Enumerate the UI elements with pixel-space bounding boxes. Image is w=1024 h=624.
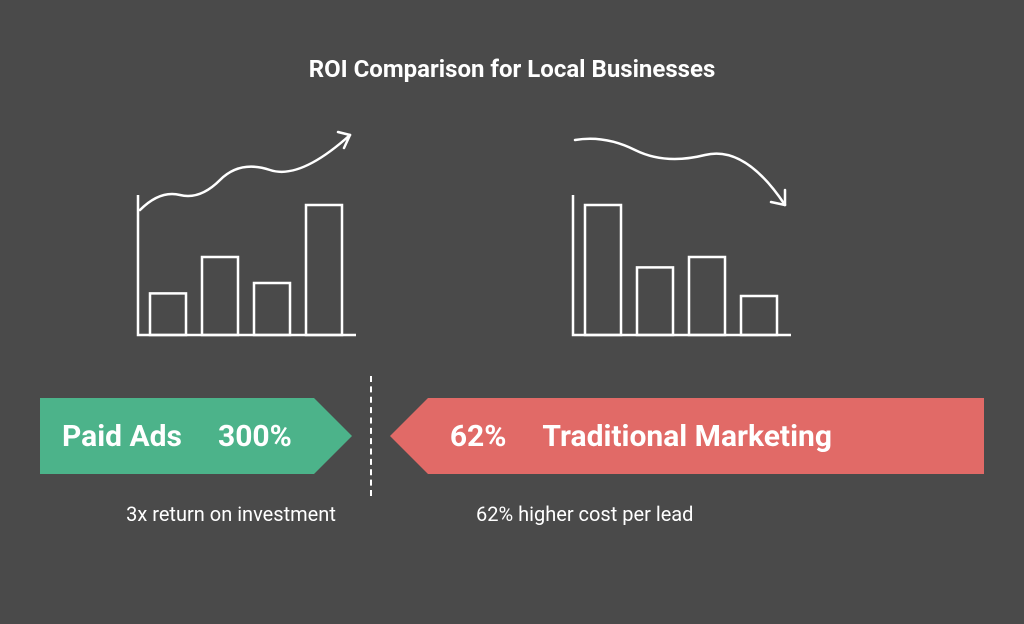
- right-caption: 62% higher cost per lead: [402, 502, 984, 526]
- bar-chart-up-icon: [120, 130, 380, 350]
- caption-row: 3x return on investment 62% higher cost …: [40, 502, 984, 526]
- right-arrow: 62% Traditional Marketing: [390, 398, 984, 474]
- left-arrow-label: Paid Ads: [62, 419, 182, 454]
- left-chart: [120, 130, 380, 350]
- right-arrow-label: Traditional Marketing: [542, 419, 832, 454]
- bar-chart-down-icon: [555, 130, 815, 350]
- arrow-right-head-icon: [314, 398, 352, 474]
- left-caption: 3x return on investment: [40, 502, 402, 526]
- center-divider: [370, 376, 372, 496]
- arrow-left-head-icon: [390, 398, 428, 474]
- left-arrow: Paid Ads 300%: [40, 398, 352, 474]
- right-chart: [555, 130, 815, 350]
- page-title: ROI Comparison for Local Businesses: [0, 55, 1024, 83]
- right-arrow-value: 62%: [450, 419, 507, 454]
- arrow-row: Paid Ads 300% 62% Traditional Marketing: [40, 398, 984, 474]
- left-arrow-value: 300%: [218, 419, 292, 454]
